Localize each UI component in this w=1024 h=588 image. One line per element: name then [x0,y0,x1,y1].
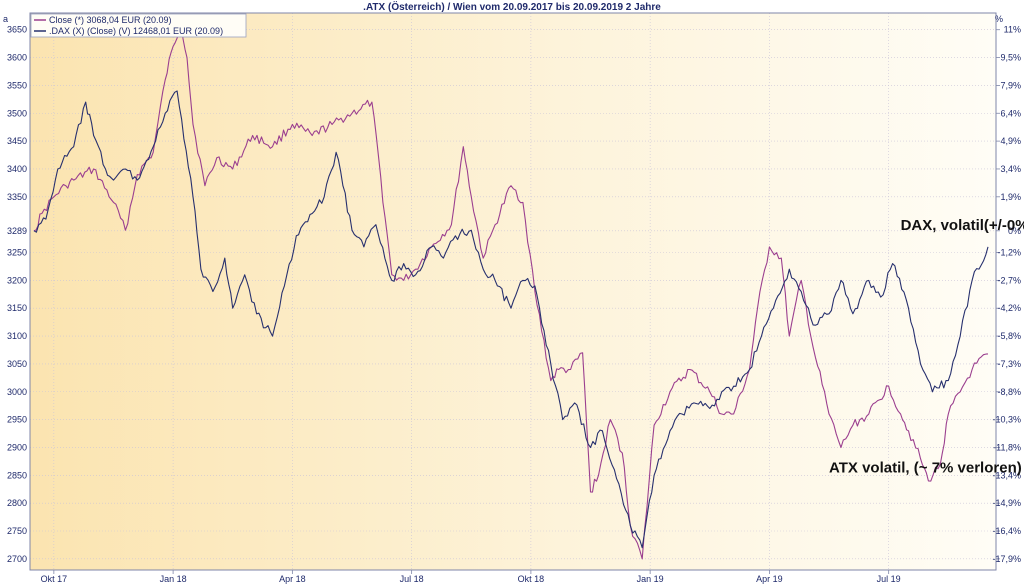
y-tick-right: -4,2% [997,303,1021,313]
series-line-atx [33,23,989,560]
y-tick-left: 3000 [7,387,27,397]
y-tick-left: 2750 [7,526,27,536]
y-tick-left: 2700 [7,554,27,564]
y-tick-left: 3050 [7,359,27,369]
y-tick-right: 1,9% [1000,192,1021,202]
y-tick-left: 3289 [7,226,27,236]
grid [30,13,996,570]
annotation-dax: DAX, volatil(+/-0%) [901,217,1024,234]
y-tick-left: 3150 [7,303,27,313]
x-tick-label: Apr 19 [756,574,783,584]
x-tick-label: Jul 19 [877,574,901,584]
y-tick-left: 3400 [7,164,27,174]
y-tick-right: -8,8% [997,387,1021,397]
y-tick-right: -7,3% [997,359,1021,369]
legend: Close (*) 3068,04 EUR (20.09) .DAX (X) (… [30,13,247,38]
y-tick-right: -14,9% [992,498,1021,508]
y-tick-left: 3100 [7,331,27,341]
left-corner-label: a [3,14,8,24]
y-tick-left: 2800 [7,498,27,508]
series-layer [33,23,989,560]
y-tick-left: 3650 [7,25,27,35]
x-tick-label: Jan 18 [160,574,187,584]
right-corner-label: % [995,14,1003,24]
plot-frame [29,12,997,571]
legend-label-dax: .DAX (X) (Close) (V) 12468,01 EUR (20.09… [49,26,223,36]
legend-box [30,13,247,38]
y-tick-left: 3600 [7,53,27,63]
x-tick-label: Apr 18 [279,574,306,584]
y-tick-left: 2950 [7,415,27,425]
y-tick-left: 3450 [7,136,27,146]
y-tick-right: -10,3% [992,415,1021,425]
y-tick-right: 6,4% [1000,108,1021,118]
y-tick-right: -5,8% [997,331,1021,341]
axis-ticks: 2700 2750 2800 2850 2900 2950 3000 3050 3100 3150… [7,25,1021,584]
y-tick-right: -17,9% [992,554,1021,564]
annotation-atx: ATX volatil, (~ 7% verloren) [829,460,1022,477]
x-tick-label: Okt 18 [518,574,545,584]
y-tick-right: -11,8% [993,442,1021,452]
x-tick-label: Jul 18 [400,574,424,584]
y-tick-right: 4,9% [1000,136,1021,146]
plot-area [30,13,996,570]
y-tick-right: -1,2% [997,248,1021,258]
chart-title: .ATX (Österreich) / Wien vom 20.09.2017 … [363,0,661,13]
y-tick-right: -16,4% [992,526,1021,536]
y-tick-left: 2850 [7,470,27,480]
y-tick-right: -13,4% [992,470,1021,480]
x-tick-label: Jan 19 [637,574,664,584]
legend-label-atx: Close (*) 3068,04 EUR (20.09) [49,15,172,25]
y-tick-right: -2,7% [997,275,1021,285]
y-tick-right: 7,9% [1000,80,1021,90]
y-tick-left: 3350 [7,192,27,202]
y-tick-left: 3200 [7,275,27,285]
y-tick-left: 3550 [7,80,27,90]
y-tick-left: 2900 [7,442,27,452]
y-tick-right: 11% [1004,25,1021,35]
y-tick-left: 3250 [7,248,27,258]
y-tick-right: 9,5% [1000,53,1021,63]
y-tick-left: 3500 [7,108,27,118]
series-line-dax [33,90,989,549]
y-tick-right: 0% [1008,226,1021,236]
x-tick-label: Okt 17 [41,574,68,584]
y-tick-right: 3,4% [1000,164,1021,174]
